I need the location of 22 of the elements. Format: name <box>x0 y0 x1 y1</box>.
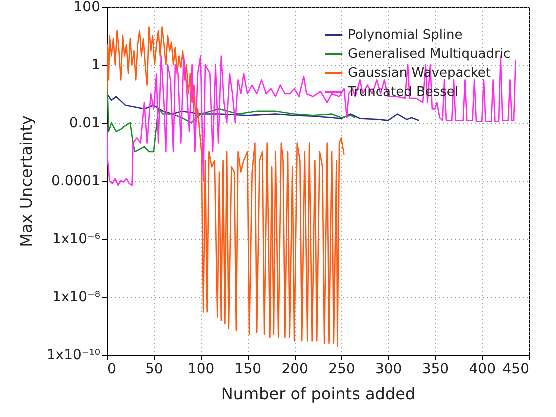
y-tick-label: 1x10⁻⁶ <box>52 232 101 248</box>
line-series <box>107 26 345 347</box>
legend-label: Polynomial Spline <box>348 28 463 43</box>
y-tick-label: 1 <box>92 58 100 74</box>
x-tick-label: 300 <box>375 362 402 378</box>
legend-label: Generalised Multiquadric <box>348 47 511 62</box>
x-tick-label: 0 <box>108 362 116 378</box>
x-tick-label: 50 <box>145 362 164 378</box>
y-tick-label: 1x10⁻¹⁰ <box>46 348 101 364</box>
x-tick-label: 250 <box>328 362 356 378</box>
x-tick-label: 450 <box>502 362 530 378</box>
y-tick-label: 0.01 <box>69 116 100 132</box>
x-tick-label: 200 <box>282 362 308 378</box>
y-tick-label: 100 <box>74 0 100 16</box>
y-tick-label: 1x10⁻⁸ <box>52 290 101 306</box>
x-tick-label: 400 <box>469 362 496 378</box>
x-axis-title: Number of points added <box>221 384 416 404</box>
y-tick-label: 0.0001 <box>52 174 100 190</box>
x-tick-label: 150 <box>234 362 262 378</box>
y-axis-title: Max Uncertainty <box>16 116 36 248</box>
x-tick-label: 350 <box>422 362 450 378</box>
x-tick-label: 100 <box>188 362 215 378</box>
